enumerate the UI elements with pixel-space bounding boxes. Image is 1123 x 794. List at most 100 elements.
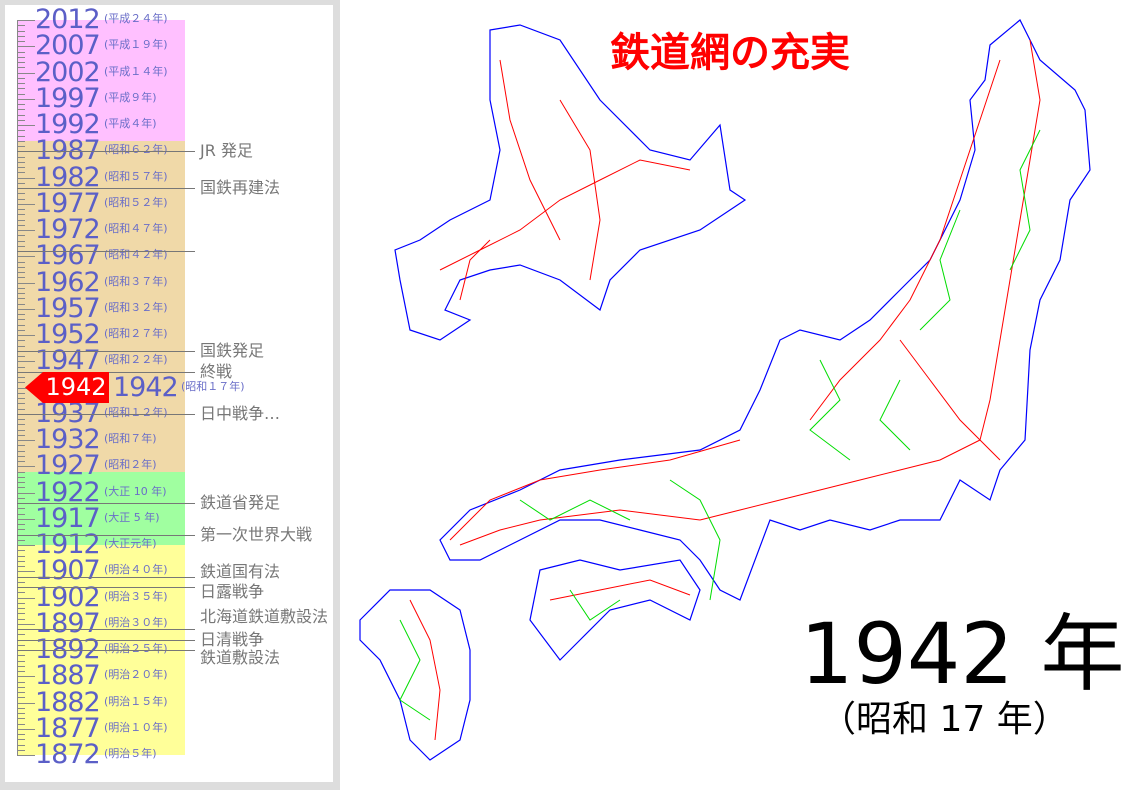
year-tick [17,718,25,720]
year-tick [17,434,25,436]
year-tick [17,424,25,426]
current-year-marker[interactable]: 1942 [25,372,109,403]
year-tick [17,707,25,709]
year-tick [17,508,25,510]
year-tick [17,466,35,468]
honshu-coast [439,19,1091,601]
year-tick [17,702,35,704]
japan-railway-map [359,19,1091,761]
year-tick [17,382,25,384]
year-tick [17,366,25,368]
timeline-inner: 2012 (平成２４年) 2007 (平成１９年) 2002 (平成１４年) 1997 (平成… [5,5,333,782]
year-label: 1967 [35,240,101,272]
year-tick [17,214,25,216]
year-tick [17,392,25,394]
era-band [17,140,185,472]
year-tick [17,51,25,53]
year-tick [17,20,35,21]
year-label: 1957 [35,292,101,324]
year-tick [17,377,25,378]
marker-year: 1942 [45,373,107,401]
year-tick [17,356,25,357]
year-label: 1912 [35,529,101,560]
year-tick [17,455,25,457]
era-label: (大正元年) [104,537,157,550]
year-tick [17,408,25,410]
event-line [17,151,195,153]
year-tick [17,497,25,499]
event-line [17,587,195,588]
event-label: 日清戦争 [200,629,265,649]
railway-lines-existing [409,39,1041,741]
event-label: 国鉄発足 [200,340,265,360]
year-tick [17,739,25,741]
year-tick [17,450,25,452]
year-tick [17,25,25,27]
year-tick [17,723,25,725]
era-label: (昭和５２年) [104,195,168,209]
event-line [17,188,195,189]
era-label: (明治２０年) [104,668,168,682]
era-label: (昭和３７年) [104,274,168,288]
year-label: 1932 [35,424,101,455]
event-line [17,534,195,536]
year-label: 1872 [35,739,101,770]
year-tick [17,88,25,90]
event-line [17,251,195,252]
year-label: 1987 [35,135,101,167]
year-label: 1917 [35,502,101,534]
era-label: (昭和６２年) [104,143,168,157]
year-tick [17,734,25,735]
year-tick [17,293,25,294]
era-label: (大正 5 年) [104,510,160,524]
year-tick [17,361,35,363]
year-tick [17,240,25,242]
railway-lines-new [399,129,1041,721]
era-label: (明治５年) [104,747,157,760]
era-label: (明治４０年) [104,563,168,577]
year-tick [17,62,25,63]
year-tick [17,203,35,205]
year-tick [17,35,25,37]
year-tick [17,487,25,489]
era-label: (昭和２年) [104,458,157,472]
year-tick [17,245,25,247]
event-line [17,413,195,415]
timeline-panel: 2012 (平成２４年) 2007 (平成１９年) 2002 (平成１４年) 1997 (平成… [0,0,340,790]
era-label: (明治３５年) [104,589,168,603]
year-tick [17,560,25,562]
year-tick [17,613,25,615]
year-tick [17,177,35,179]
year-label: 1927 [35,450,101,482]
year-label: 1982 [35,161,101,193]
year-tick [17,445,25,447]
era-label: (昭和５７年) [104,169,168,183]
year-tick [17,93,25,95]
year-tick [17,571,35,573]
year-tick [17,319,25,321]
year-label: 1992 [35,109,101,140]
year-tick [17,314,25,315]
event-label: 終戦 [200,361,233,381]
year-tick [17,539,25,541]
year-tick [17,482,25,483]
year-label: 1907 [35,555,101,587]
year-label: 1882 [35,686,101,718]
year-tick [17,550,25,552]
year-tick [17,272,25,273]
era-label: (昭和４７年) [104,222,168,235]
year-tick [17,182,25,184]
current-era-large: （昭和 17 年） [820,699,1069,740]
year-tick [17,602,25,604]
year-tick [17,644,25,646]
year-label: 1962 [35,266,101,298]
year-tick [17,41,25,42]
year-label: 1937 [35,397,101,429]
year-tick [17,104,25,105]
year-tick [17,56,25,58]
event-label: 国鉄再建法 [200,178,281,197]
year-tick [17,277,25,279]
event-line [17,576,195,578]
marker-arrow-icon [25,372,109,403]
year-tick [17,618,25,620]
